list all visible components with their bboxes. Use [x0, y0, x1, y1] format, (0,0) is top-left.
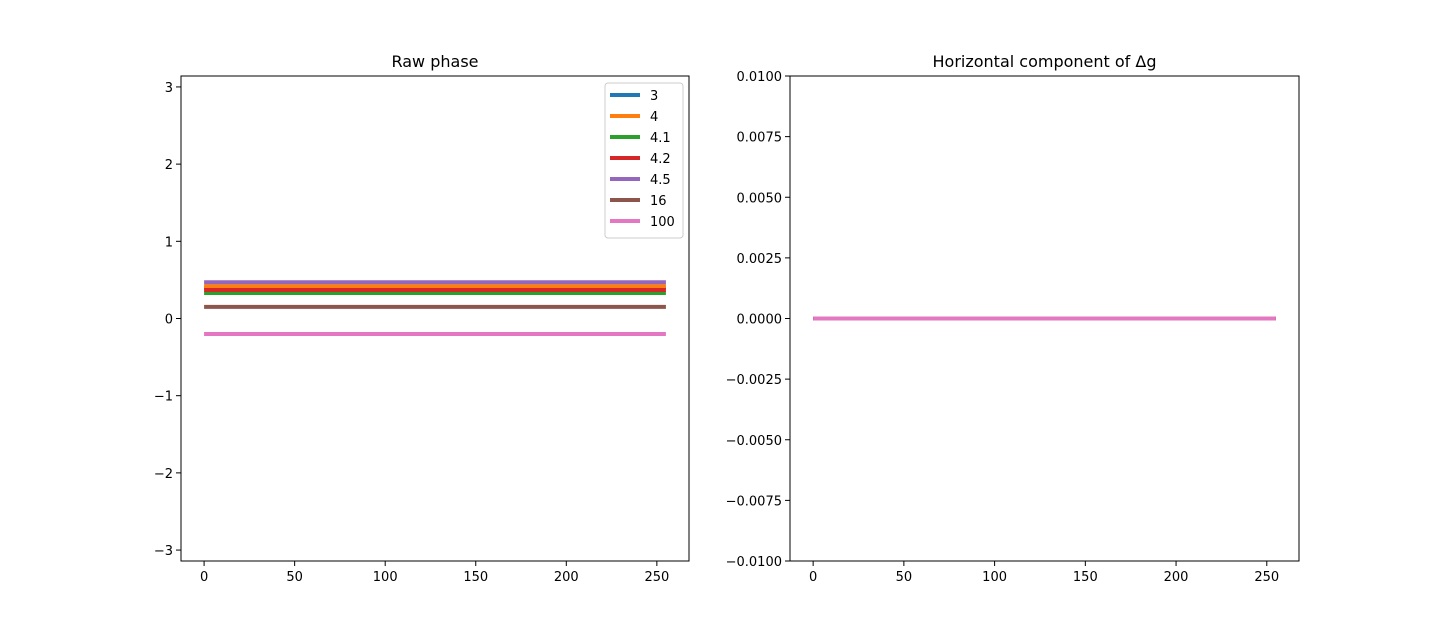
x-tick-label: 150 — [463, 570, 488, 585]
chart-title: Horizontal component of Δg — [933, 52, 1157, 71]
y-tick-label: 0.0050 — [737, 191, 783, 206]
y-tick-label: 2 — [165, 158, 173, 173]
legend-label: 4.5 — [650, 173, 671, 188]
chart-title: Raw phase — [391, 52, 478, 71]
y-tick-label: 1 — [165, 235, 173, 250]
legend-label: 3 — [650, 89, 658, 104]
legend-label: 16 — [650, 194, 667, 209]
y-tick-label: 3 — [165, 81, 173, 96]
chart-panel-2: Horizontal component of Δg 0 50 100 150 200 25… — [726, 52, 1300, 585]
y-tick-label: −3 — [154, 544, 173, 559]
x-tick-label: 100 — [982, 570, 1007, 585]
legend: 3 4 4.1 4.2 4.5 16 100 — [604, 82, 684, 239]
x-tick-label: 100 — [373, 570, 398, 585]
legend-label: 100 — [650, 215, 675, 230]
x-tick-label: 250 — [1254, 570, 1279, 585]
y-tick-label: −0.0050 — [726, 434, 782, 449]
y-tick-label: 0 — [165, 313, 173, 328]
y-tick-label: 0.0000 — [737, 313, 783, 328]
y-tick-label: −0.0100 — [726, 555, 782, 570]
y-tick-label: −2 — [154, 467, 173, 482]
x-tick-label: 150 — [1073, 570, 1098, 585]
y-tick-label: −0.0025 — [726, 373, 782, 388]
x-tick-label: 0 — [200, 570, 208, 585]
x-tick-label: 0 — [809, 570, 817, 585]
legend-label: 4.2 — [650, 152, 671, 167]
x-tick-label: 200 — [554, 570, 579, 585]
legend-label: 4 — [650, 110, 658, 125]
x-tick-label: 50 — [286, 570, 303, 585]
x-tick-label: 250 — [644, 570, 669, 585]
y-tick-label: 0.0025 — [737, 252, 783, 267]
series-group — [204, 280, 666, 336]
y-tick-label: 0.0100 — [737, 70, 783, 85]
x-tick-label: 50 — [896, 570, 913, 585]
y-tick-label: −0.0075 — [726, 494, 782, 509]
legend-label: 4.1 — [650, 131, 671, 146]
y-tick-label: −1 — [154, 390, 173, 405]
y-tick-label: 0.0075 — [737, 131, 783, 146]
x-tick-label: 200 — [1164, 570, 1189, 585]
chart-panel-1: Raw phase 0 50 100 150 200 250 −3 −2 −1 0 1 2 3 3 4 4.1 4… — [154, 52, 690, 585]
